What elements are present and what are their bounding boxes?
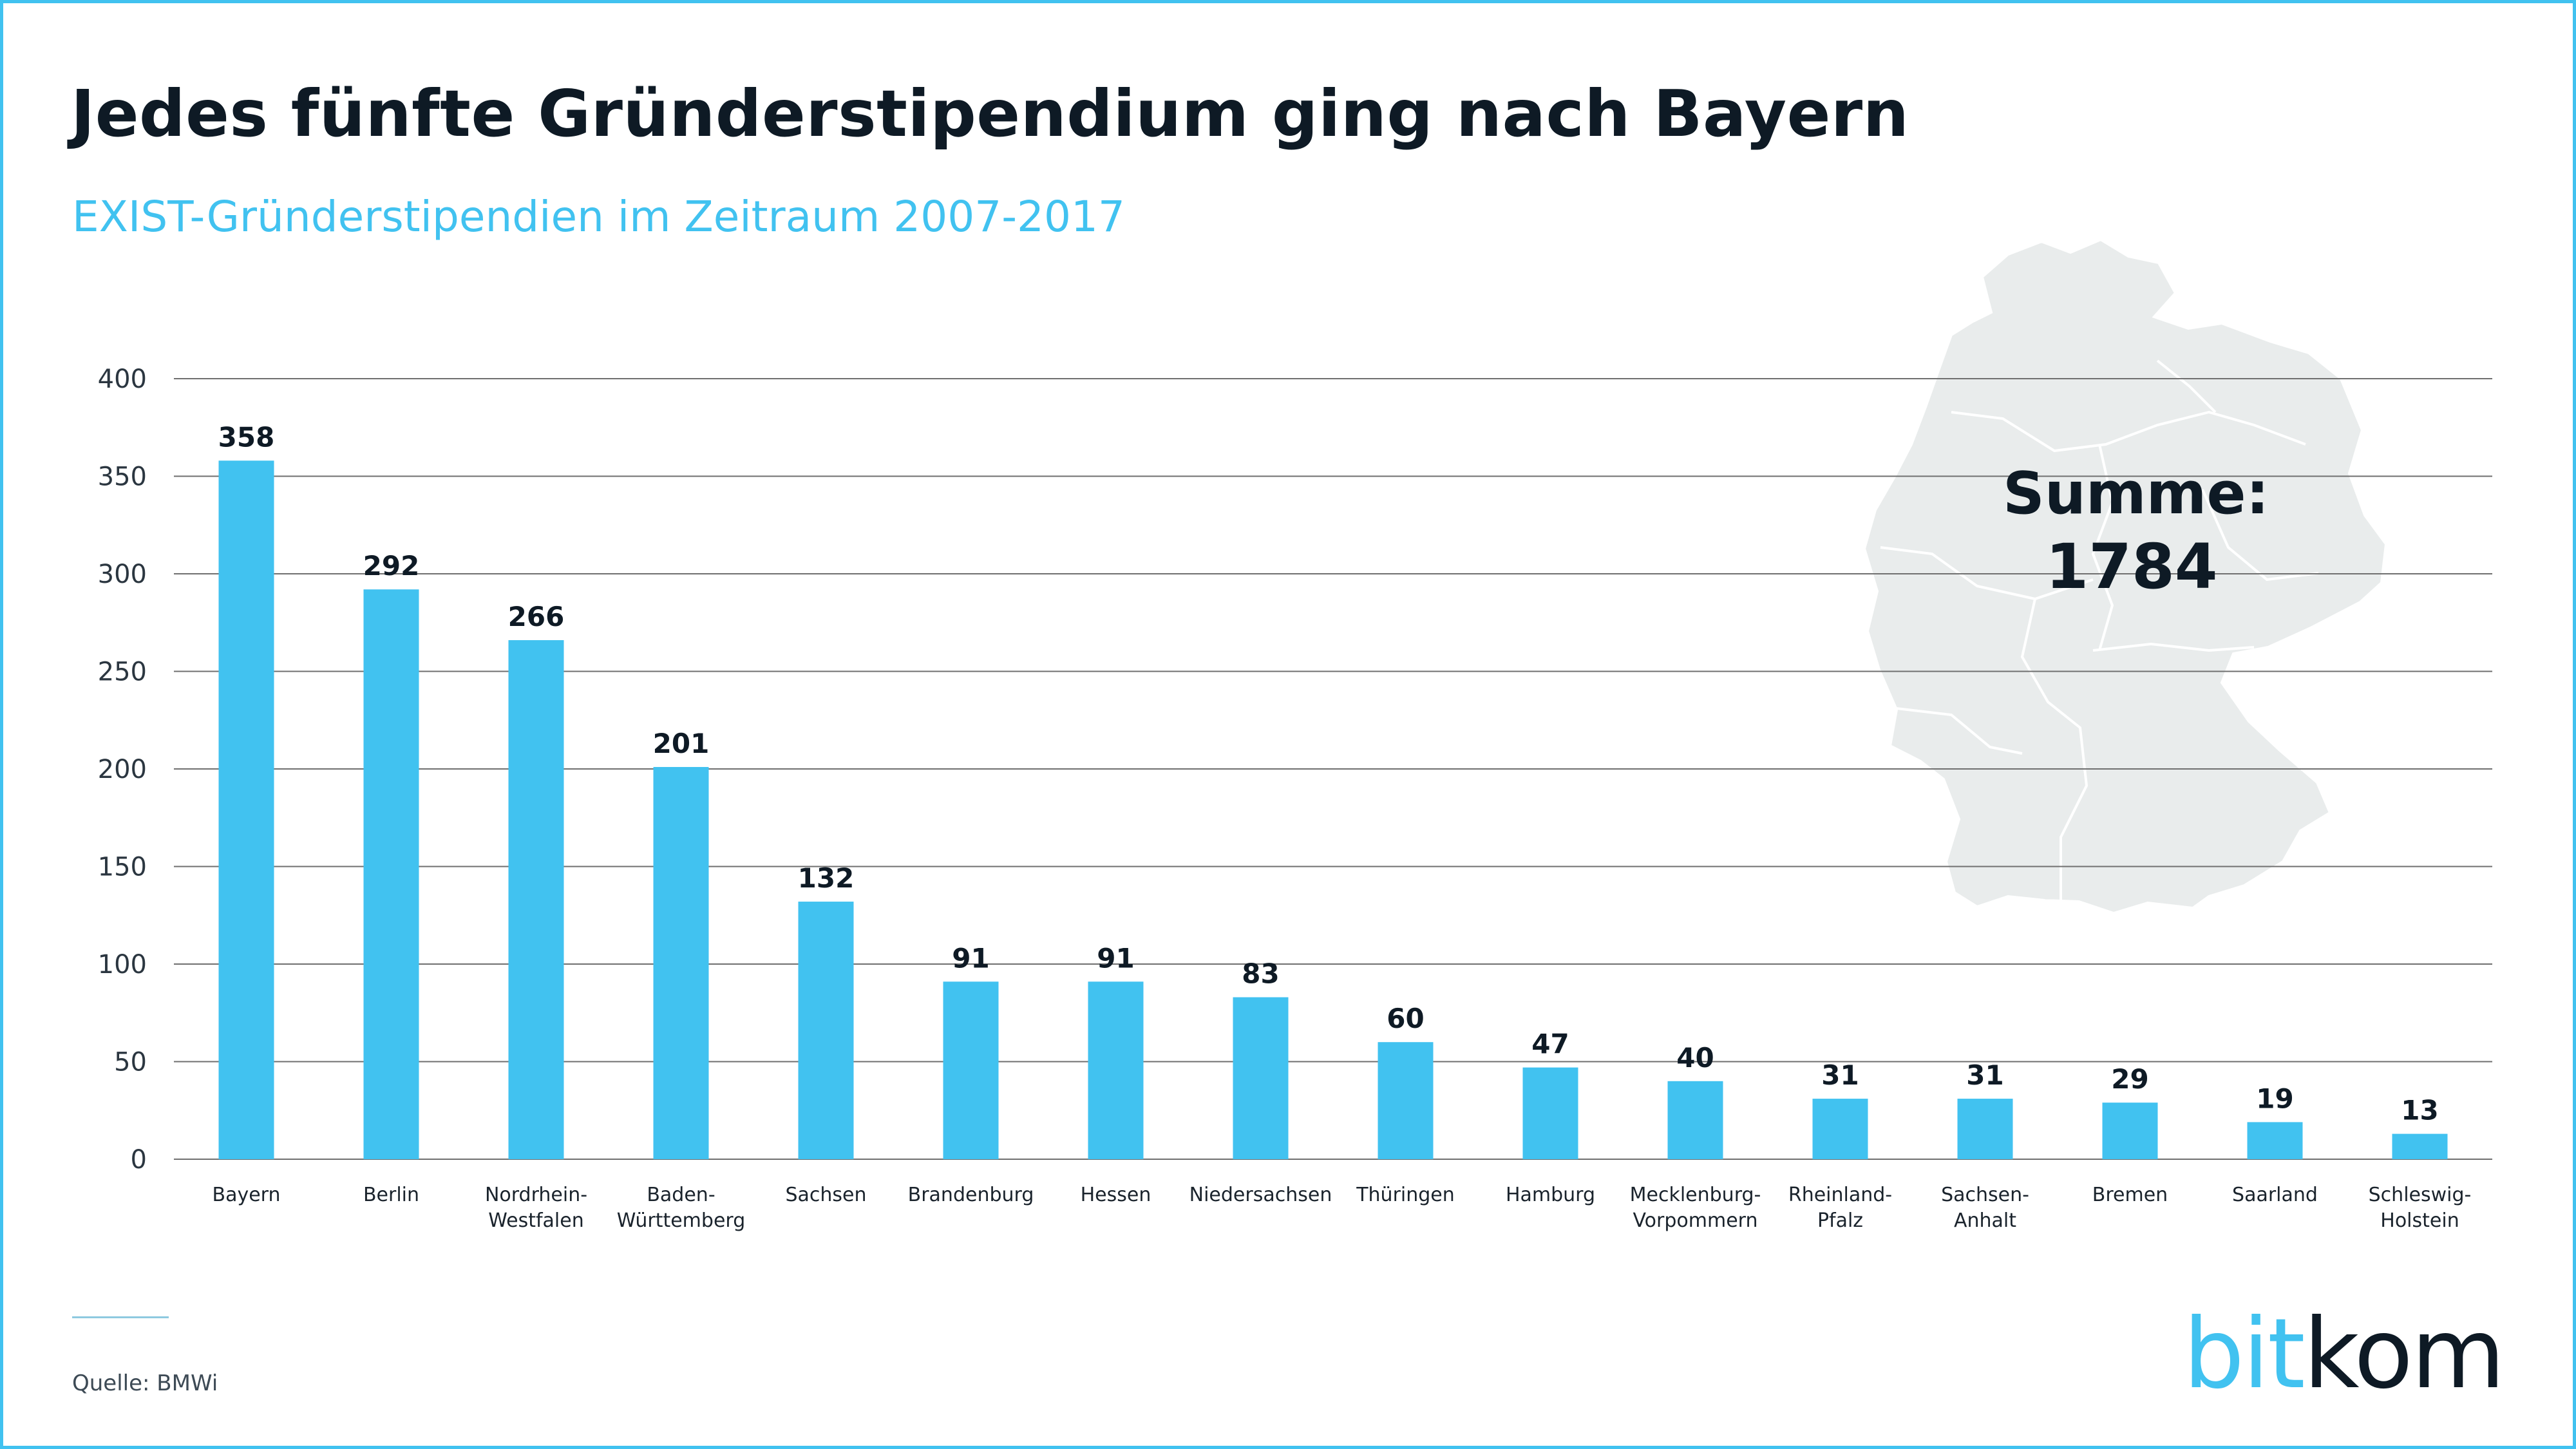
bar <box>1088 981 1144 1159</box>
bar <box>363 589 419 1159</box>
data-label: 47 <box>1531 1028 1569 1060</box>
x-tick-label: Sachsen- <box>1941 1184 2029 1206</box>
data-label: 266 <box>508 601 565 632</box>
data-label: 40 <box>1676 1042 1714 1074</box>
x-tick-label: Anhalt <box>1954 1209 2016 1232</box>
data-label: 292 <box>363 550 420 582</box>
y-tick-label: 50 <box>114 1048 147 1077</box>
bar <box>1957 1099 2013 1159</box>
source-note: Quelle: BMWi <box>72 1370 218 1396</box>
bar <box>218 460 274 1159</box>
x-tick-label: Hamburg <box>1506 1184 1595 1206</box>
x-tick-label: Nordrhein- <box>485 1184 587 1206</box>
bar <box>2392 1133 2448 1159</box>
chart-subtitle: EXIST-Gründerstipendien im Zeitraum 2007… <box>72 192 1125 242</box>
x-tick-label: Baden- <box>647 1184 715 1206</box>
y-tick-label: 0 <box>131 1145 147 1175</box>
data-label: 83 <box>1242 958 1279 990</box>
x-tick-label: Sachsen <box>785 1184 866 1206</box>
x-tick-label: Bremen <box>2092 1184 2168 1206</box>
x-tick-label: Berlin <box>363 1184 419 1206</box>
y-tick-label: 100 <box>98 950 147 980</box>
y-axis: 0 50 100 150 200 250 300 350 400 <box>98 365 147 1175</box>
total-value: 1784 <box>2045 530 2218 603</box>
data-label: 19 <box>2256 1083 2293 1114</box>
x-axis: Bayern Berlin Nordrhein- Westfalen Baden- Wür… <box>213 1184 2472 1232</box>
bar <box>2102 1103 2158 1159</box>
x-tick-label: Vorpommern <box>1633 1209 1757 1232</box>
data-labels: 358 292 266 201 132 91 91 83 60 47 40 31 31 29 19 13 <box>218 421 2439 1126</box>
bitkom-logo: bitkom <box>2183 1306 2505 1403</box>
x-tick-label: Mecklenburg- <box>1630 1184 1761 1206</box>
data-label: 91 <box>1097 942 1134 974</box>
y-tick-label: 350 <box>98 462 147 492</box>
x-tick-label: Niedersachsen <box>1189 1184 1332 1206</box>
source-divider <box>72 1316 169 1318</box>
germany-map-illustration <box>1862 238 2388 915</box>
data-label: 31 <box>1966 1059 2003 1091</box>
chart-title: Jedes fünfte Gründerstipendium ging nach… <box>71 76 1909 151</box>
y-tick-label: 150 <box>98 853 147 882</box>
data-label: 31 <box>1821 1059 1859 1091</box>
total-box: Summe: 1784 <box>2003 459 2269 605</box>
x-tick-label: Brandenburg <box>908 1184 1034 1206</box>
x-tick-label: Saarland <box>2232 1184 2318 1206</box>
data-label: 91 <box>952 942 989 974</box>
x-tick-label: Thüringen <box>1356 1184 1455 1206</box>
y-tick-label: 400 <box>98 365 147 394</box>
data-label: 358 <box>218 421 275 453</box>
bar <box>508 640 564 1159</box>
germany-map-shape <box>1862 238 2388 915</box>
data-label: 29 <box>2111 1063 2148 1095</box>
x-tick-label: Hessen <box>1081 1184 1151 1206</box>
bars <box>218 460 2448 1159</box>
y-tick-label: 300 <box>98 560 147 589</box>
bar <box>1233 997 1289 1159</box>
bar <box>1522 1067 1578 1159</box>
x-tick-label: Schleswig- <box>2369 1184 2472 1206</box>
y-tick-label: 250 <box>98 658 147 687</box>
data-label: 13 <box>2401 1095 2438 1126</box>
bar <box>1812 1099 1868 1159</box>
data-label: 201 <box>653 728 710 759</box>
x-tick-label: Pfalz <box>1817 1209 1863 1232</box>
logo-part-kom: kom <box>2303 1298 2505 1410</box>
x-tick-label: Bayern <box>213 1184 281 1206</box>
y-tick-label: 200 <box>98 755 147 784</box>
data-label: 132 <box>798 862 855 894</box>
x-tick-label: Holstein <box>2380 1209 2459 1232</box>
x-tick-label: Württemberg <box>617 1209 746 1232</box>
bar <box>798 902 854 1159</box>
data-label: 60 <box>1387 1003 1424 1034</box>
x-tick-label: Westfalen <box>488 1209 584 1232</box>
bar <box>653 766 709 1159</box>
bar <box>1378 1042 1434 1159</box>
total-label: Summe: <box>2003 460 2269 527</box>
bar <box>1667 1081 1723 1159</box>
x-tick-label: Rheinland- <box>1788 1184 1892 1206</box>
bar <box>943 981 999 1159</box>
bar <box>2247 1122 2303 1159</box>
logo-part-bit: bit <box>2183 1298 2306 1410</box>
